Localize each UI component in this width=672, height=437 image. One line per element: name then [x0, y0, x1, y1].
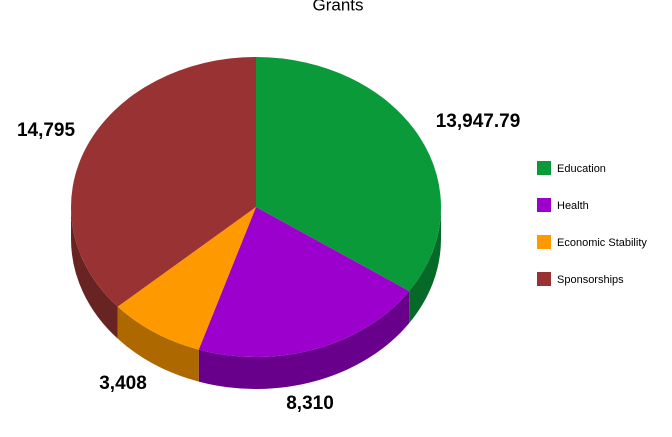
pie-slice-side — [198, 291, 410, 390]
legend-label: Sponsorships — [557, 274, 624, 286]
pie-slice — [256, 57, 442, 292]
pie-slice — [198, 207, 410, 358]
legend-swatch — [537, 272, 551, 286]
pie-slice — [70, 57, 256, 307]
data-label: 14,795 — [17, 120, 76, 141]
chart-title: Grants — [312, 0, 363, 14]
data-label: 8,310 — [286, 393, 334, 414]
pie-slice-side — [409, 207, 441, 324]
legend-label: Health — [557, 200, 589, 212]
pie-slice-side — [71, 207, 118, 339]
data-label: 3,408 — [99, 373, 147, 394]
legend-label: Economic Stability — [557, 237, 647, 249]
data-label: 13,947.79 — [436, 111, 521, 132]
pie-slice — [117, 207, 256, 350]
legend-swatch — [537, 198, 551, 212]
legend-swatch — [537, 161, 551, 175]
legend-swatch — [537, 235, 551, 249]
pie-slice-side — [117, 306, 199, 382]
legend-label: Education — [557, 163, 606, 175]
